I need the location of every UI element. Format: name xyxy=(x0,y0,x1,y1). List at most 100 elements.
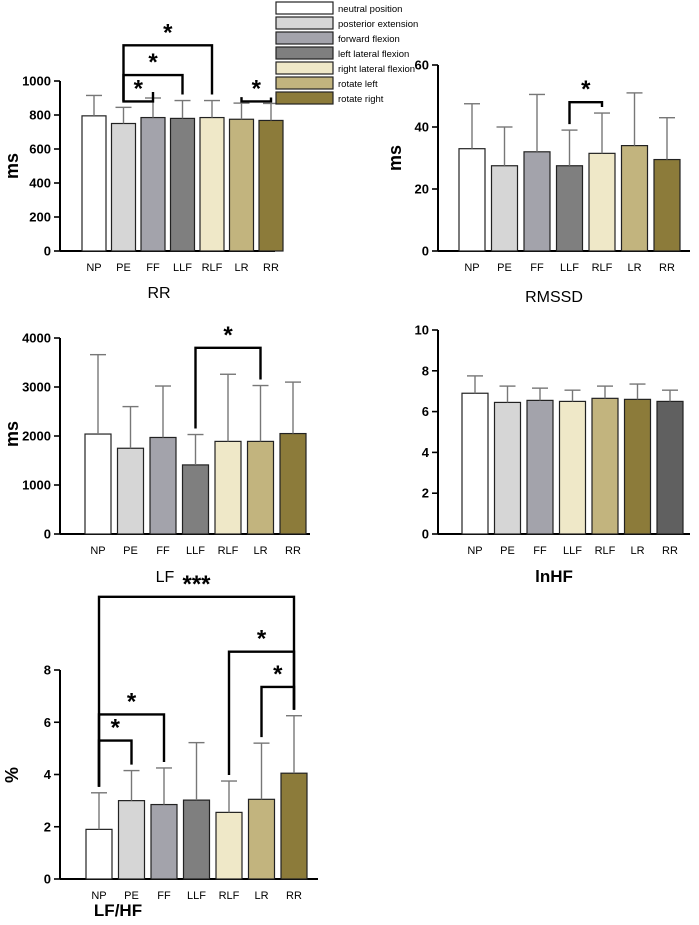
legend-swatch xyxy=(275,31,334,45)
legend: neutral position posterior extension for… xyxy=(275,1,418,105)
y-tick-label: 4 xyxy=(44,767,52,782)
category-label: LLF xyxy=(560,262,579,274)
category-label: FF xyxy=(157,890,171,902)
y-tick-label: 4 xyxy=(422,445,430,460)
y-tick-label: 4000 xyxy=(22,331,51,346)
y-tick-label: 0 xyxy=(422,527,429,542)
bar-pe xyxy=(493,401,522,535)
bar-np xyxy=(84,433,112,535)
y-axis-title: ms xyxy=(2,153,22,179)
bar-pe xyxy=(110,122,137,252)
y-tick-label: 400 xyxy=(29,176,51,191)
legend-swatch xyxy=(275,76,334,90)
bar-np xyxy=(461,392,489,535)
y-tick-label: 6 xyxy=(44,715,51,730)
y-tick-label: 0 xyxy=(44,244,51,259)
legend-entry: neutral position xyxy=(275,1,402,15)
bar-lr xyxy=(228,118,255,252)
significance-marker: * xyxy=(581,76,591,103)
bar-rr xyxy=(653,158,681,252)
legend-entry: rotate right xyxy=(275,91,384,105)
category-label: RR xyxy=(659,262,675,274)
category-label: PE xyxy=(123,545,138,557)
category-label: LLF xyxy=(187,890,206,902)
y-tick-label: 40 xyxy=(415,120,429,135)
chart-panel-lnhf: 0 2 4 6 8 10 NP PE FF LLF RLF LR RR lnHF xyxy=(415,323,690,586)
category-label: RLF xyxy=(592,262,613,274)
y-axis-title: % xyxy=(2,767,22,783)
legend-entry: left lateral flexion xyxy=(275,46,409,60)
x-axis-title: LF/HF xyxy=(94,901,142,920)
category-label: NP xyxy=(467,545,482,557)
significance-marker: * xyxy=(252,75,262,102)
significance-bracket xyxy=(194,346,262,429)
category-label: PE xyxy=(116,262,131,274)
legend-label: rotate left xyxy=(338,79,378,90)
bar-rr xyxy=(279,432,307,535)
bar-pe xyxy=(116,447,145,535)
bar-ff xyxy=(140,116,166,252)
x-axis-title: lnHF xyxy=(535,567,573,586)
y-tick-label: 0 xyxy=(422,244,429,259)
y-tick-label: 1000 xyxy=(22,74,51,89)
significance-marker: * xyxy=(163,19,173,46)
bar-rlf xyxy=(591,397,619,535)
y-tick-label: 600 xyxy=(29,142,51,157)
bar-rlf xyxy=(588,152,616,252)
bar-rlf xyxy=(214,440,242,535)
bar-pe xyxy=(490,165,519,252)
significance-marker: * xyxy=(127,688,137,715)
significance-marker: * xyxy=(134,75,144,102)
significance-marker: * xyxy=(257,626,267,653)
bar-llf xyxy=(182,799,211,880)
y-tick-label: 8 xyxy=(422,363,429,378)
y-tick-label: 2 xyxy=(44,819,51,834)
category-label: LLF xyxy=(186,545,205,557)
legend-label: right lateral flexion xyxy=(338,64,415,75)
category-label: RLF xyxy=(595,545,616,557)
category-label: FF xyxy=(533,545,547,557)
category-label: LR xyxy=(627,262,641,274)
chart-panel-rmssd: 0 20 40 60 NP PE FF LLF RLF LR RR * RMSSD ms xyxy=(385,58,690,306)
legend-swatch xyxy=(275,91,334,105)
significance-bracket xyxy=(122,44,214,102)
bar-np xyxy=(81,115,107,252)
category-label: FF xyxy=(156,545,170,557)
x-axis-title: LF xyxy=(156,569,175,586)
y-tick-label: 20 xyxy=(415,182,429,197)
bar-llf xyxy=(181,464,210,535)
y-tick-label: 2000 xyxy=(22,429,51,444)
significance-marker: * xyxy=(273,661,283,688)
category-label: PE xyxy=(497,262,512,274)
category-label: LLF xyxy=(563,545,582,557)
y-tick-label: 1000 xyxy=(22,478,51,493)
significance-bracket xyxy=(227,650,296,776)
y-tick-label: 2 xyxy=(422,486,429,501)
category-label: LR xyxy=(234,262,248,274)
y-tick-label: 0 xyxy=(44,527,51,542)
category-label: RR xyxy=(263,262,279,274)
bar-np xyxy=(85,828,113,880)
y-tick-label: 60 xyxy=(415,58,429,73)
legend-label: left lateral flexion xyxy=(338,49,409,60)
category-label: RLF xyxy=(218,545,239,557)
category-label: FF xyxy=(530,262,544,274)
bar-llf xyxy=(558,400,587,535)
significance-bracket xyxy=(260,685,296,738)
significance-bracket xyxy=(568,101,604,125)
legend-label: posterior extension xyxy=(338,19,418,30)
significance-marker: * xyxy=(148,49,158,76)
bar-rlf xyxy=(199,116,225,252)
category-label: NP xyxy=(86,262,101,274)
legend-swatch xyxy=(275,16,334,30)
category-label: LLF xyxy=(173,262,192,274)
category-label: NP xyxy=(464,262,479,274)
y-tick-label: 3000 xyxy=(22,380,51,395)
y-axis-title: ms xyxy=(2,421,22,447)
bar-ff xyxy=(523,151,551,252)
bar-lr xyxy=(623,398,652,535)
category-label: RR xyxy=(285,545,301,557)
bar-rr xyxy=(280,772,308,880)
legend-swatch xyxy=(275,46,334,60)
